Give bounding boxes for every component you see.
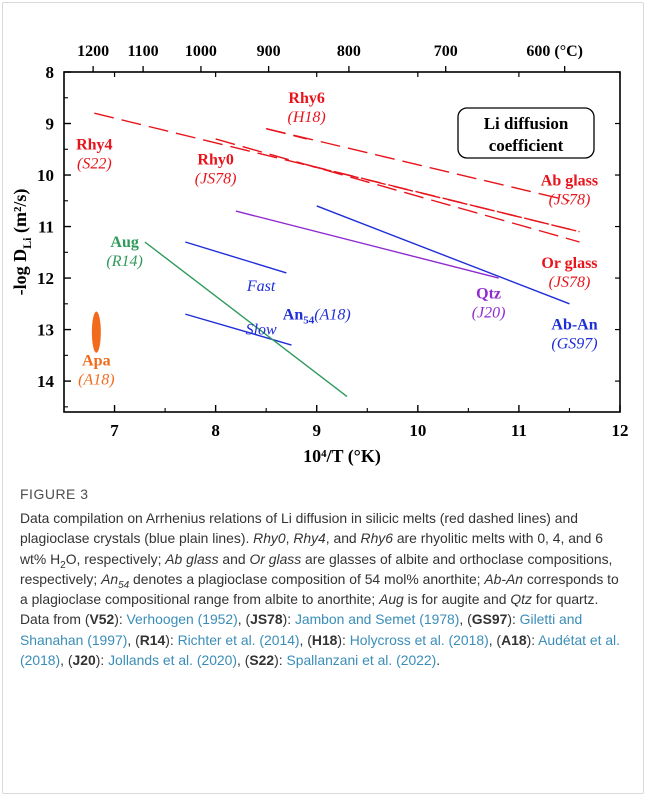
reference-link[interactable]: Jollands et al. (2020) xyxy=(108,652,238,669)
top-tick-label: 800 xyxy=(337,43,361,60)
series-or-glass xyxy=(215,138,580,243)
caption-text: Data compilation on Arrhenius relations … xyxy=(20,510,620,669)
reference-link[interactable]: Spallanzani et al. (2022) xyxy=(286,652,437,669)
label-slow: Slow xyxy=(246,322,277,339)
x-tick-label: 7 xyxy=(110,421,119,440)
reference-link[interactable]: Giletti and Shanahan (1997) xyxy=(20,611,583,648)
y-axis-title: -log DLi (m²/s) xyxy=(10,189,34,296)
label-apa: Apa (A18) xyxy=(78,353,114,389)
legend-box: Li diffusion coefficient xyxy=(457,107,595,159)
label-or-glass-ref: (JS78) xyxy=(549,274,591,291)
y-tick-label: 10 xyxy=(37,166,54,185)
series-ab-glass xyxy=(266,127,570,202)
top-tick-label: 600 (°C) xyxy=(526,43,583,60)
label-qtz: Qtz (J20) xyxy=(472,286,506,322)
y-tick-label: 14 xyxy=(37,372,55,391)
label-rhy6: Rhy6 (H18) xyxy=(288,90,326,126)
top-tick-label: 1100 xyxy=(128,43,159,60)
reference-link[interactable]: Audétat et al. (2018) xyxy=(20,631,620,669)
x-tick-label: 8 xyxy=(211,421,220,440)
top-tick-label: 1200 xyxy=(77,43,109,60)
label-ab-an: Ab-An (GS97) xyxy=(551,317,597,353)
label-apa-name: Apa xyxy=(82,353,110,370)
label-an54: An54(A18) xyxy=(283,306,351,326)
x-tick-label: 10 xyxy=(409,421,426,440)
label-ab-glass: Ab glass (JS78) xyxy=(541,172,598,208)
reference-link[interactable]: Jambon and Semet (1978) xyxy=(294,611,460,628)
series-aug xyxy=(144,241,348,398)
series-rhy0 xyxy=(306,164,580,233)
reference-link[interactable]: Richter et al. (2014) xyxy=(177,631,300,648)
label-ab-an-ref: (GS97) xyxy=(551,336,597,353)
label-aug-ref: (R14) xyxy=(106,253,142,270)
series-qtz xyxy=(235,210,499,279)
series-ab-an xyxy=(316,205,570,305)
legend-box-frame xyxy=(457,107,595,159)
figure-caption: FIGURE 3 Data compilation on Arrhenius r… xyxy=(20,486,630,670)
plot-frame xyxy=(63,71,621,413)
label-or-glass-name: Or glass xyxy=(541,255,597,272)
y-tick-label: 12 xyxy=(37,269,54,288)
label-ab-glass-ref: (JS78) xyxy=(549,191,591,208)
label-or-glass: Or glass (JS78) xyxy=(541,255,597,291)
y-tick-label: 9 xyxy=(46,115,55,134)
label-qtz-ref: (J20) xyxy=(472,305,506,322)
legend-box-text: Li diffusion xyxy=(484,114,569,133)
reference-link[interactable]: Verhoogen (1952) xyxy=(126,611,238,628)
top-tick-label: 700 xyxy=(434,43,458,60)
label-rhy0: Rhy0 (JS78) xyxy=(195,152,237,188)
figure-label: FIGURE 3 xyxy=(20,486,89,502)
label-ab-glass-name: Ab glass xyxy=(541,172,598,189)
label-qtz-name: Qtz xyxy=(476,286,501,303)
x-tick-label: 12 xyxy=(612,421,629,440)
label-an54-text: An54(A18) xyxy=(283,306,351,326)
y-tick-label: 11 xyxy=(38,218,54,237)
label-slow-name: Slow xyxy=(246,322,277,339)
reference-link[interactable]: Holycross et al. (2018) xyxy=(349,631,489,648)
arrhenius-chart: 7 8 9 10 11 12 8 9 10 11 12 13 14 1200 1100 1000 900 800 7… xyxy=(10,43,629,467)
label-rhy4: Rhy4 (S22) xyxy=(76,136,112,172)
x-tick-label: 9 xyxy=(312,421,321,440)
top-tick-label: 900 xyxy=(257,43,281,60)
x-axis-title: 10⁴/T (°K) xyxy=(303,446,381,467)
label-ab-an-name: Ab-An xyxy=(551,317,597,334)
label-aug-name: Aug xyxy=(110,234,138,251)
label-fast: Fast xyxy=(246,278,276,295)
label-rhy4-name: Rhy4 xyxy=(76,136,112,153)
top-tick-label: 1000 xyxy=(185,43,217,60)
series-apa xyxy=(91,311,101,353)
legend-box-text: coefficient xyxy=(489,136,564,155)
label-rhy0-ref: (JS78) xyxy=(195,171,237,188)
label-rhy6-name: Rhy6 xyxy=(288,90,324,107)
label-rhy4-ref: (S22) xyxy=(77,155,112,172)
series-an54-fast xyxy=(185,241,287,274)
x-tick-label: 11 xyxy=(511,421,527,440)
label-aug: Aug (R14) xyxy=(106,234,142,270)
label-rhy0-name: Rhy0 xyxy=(197,152,233,169)
label-fast-name: Fast xyxy=(246,278,276,295)
label-apa-ref: (A18) xyxy=(78,372,114,389)
label-rhy6-ref: (H18) xyxy=(288,109,326,126)
y-tick-label: 8 xyxy=(46,63,55,82)
y-tick-label: 13 xyxy=(37,321,54,340)
